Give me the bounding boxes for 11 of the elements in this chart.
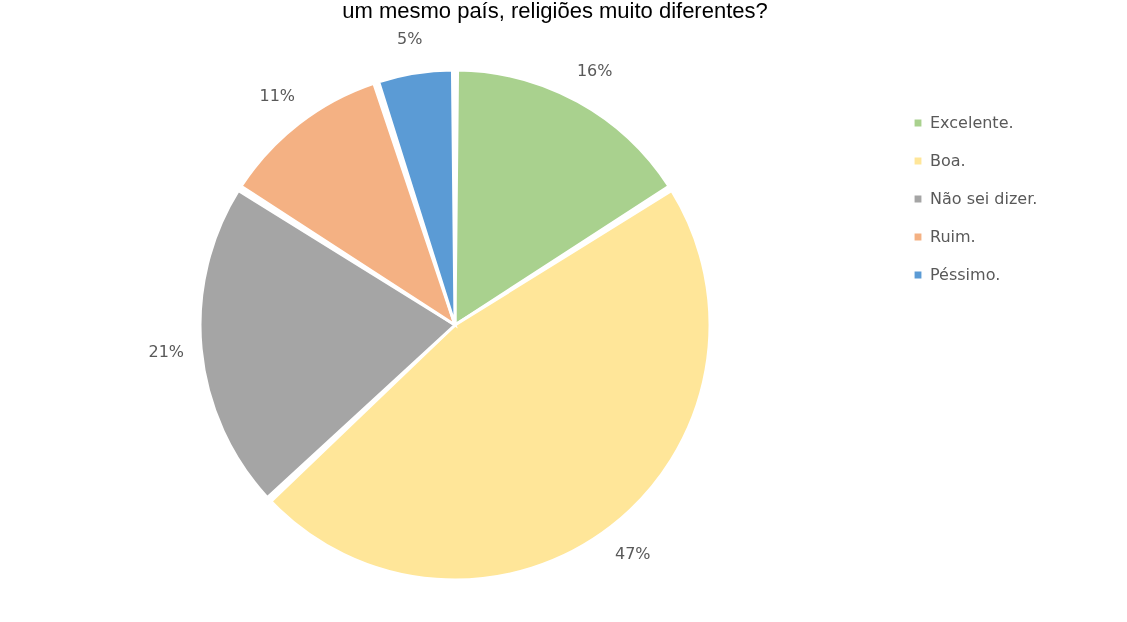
legend-label: Ruim. <box>930 227 976 246</box>
data-label: 16% <box>576 60 613 80</box>
legend-label: Excelente. <box>930 113 1014 132</box>
legend-label: Péssimo. <box>930 265 1001 284</box>
legend-label: Não sei dizer. <box>930 189 1038 208</box>
legend-label: Boa. <box>930 151 966 170</box>
data-label: 21% <box>148 342 185 362</box>
chart-title: um mesmo país, religiões muito diferentes? <box>342 0 768 23</box>
data-label: 5% <box>396 28 423 48</box>
data-label: 11% <box>259 85 296 105</box>
data-label: 47% <box>614 544 651 564</box>
